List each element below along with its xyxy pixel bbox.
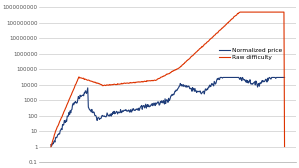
Normalized price (220, 76, 224, 78)
Normalized price (197, 91, 200, 93)
Normalized price (142, 105, 146, 107)
Raw difficulty (125, 82, 129, 84)
Normalized price (50, 145, 53, 147)
Line: Normalized price: Normalized price (51, 77, 285, 146)
Normalized price (219, 76, 222, 78)
Raw difficulty (142, 81, 145, 83)
Raw difficulty (196, 49, 200, 51)
Raw difficulty (218, 29, 221, 31)
Raw difficulty (77, 76, 81, 78)
Normalized price (78, 98, 81, 100)
Raw difficulty (283, 145, 286, 148)
Raw difficulty (49, 146, 53, 148)
Legend: Normalized price, Raw difficulty: Normalized price, Raw difficulty (217, 45, 285, 62)
Normalized price (283, 76, 286, 78)
Normalized price (218, 76, 222, 78)
Line: Raw difficulty: Raw difficulty (51, 12, 285, 147)
Raw difficulty (238, 11, 242, 13)
Normalized price (49, 144, 53, 146)
Normalized price (126, 110, 129, 112)
Raw difficulty (219, 29, 222, 31)
